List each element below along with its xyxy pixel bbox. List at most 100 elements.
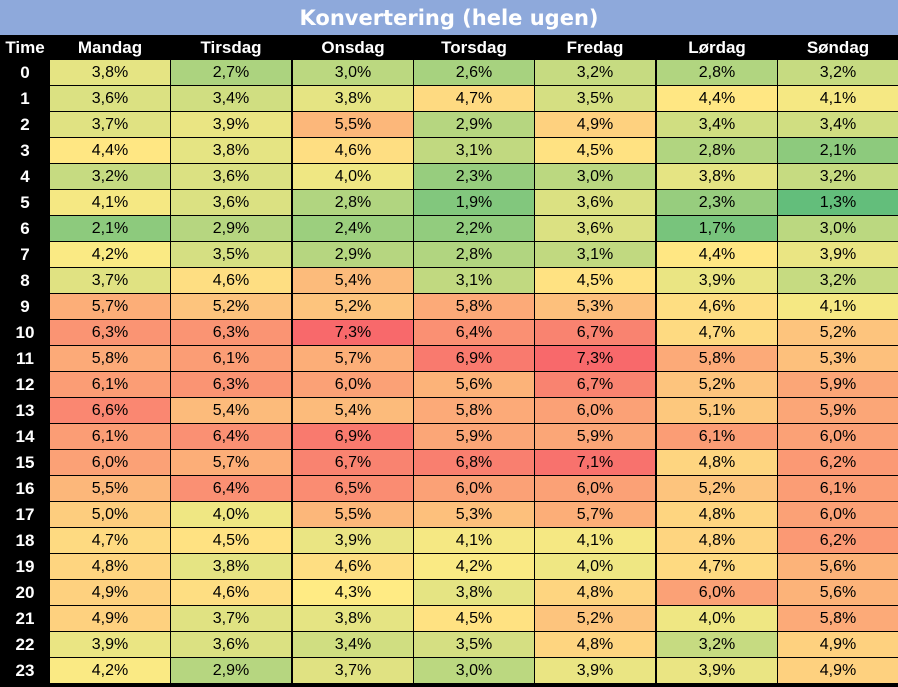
heatmap-cell: 3,9%	[657, 268, 777, 293]
heatmap-cell: 6,0%	[535, 476, 655, 501]
heatmap-cell: 5,7%	[293, 346, 413, 371]
column-header-row: Time Mandag Tirsdag Onsdag Torsdag Fredag Lørd…	[0, 35, 898, 60]
heatmap-cell: 6,2%	[778, 528, 898, 553]
heatmap-cell: 3,9%	[171, 112, 291, 137]
heatmap-cell: 7,1%	[535, 450, 655, 475]
heatmap-row: 15 6,0% 5,7% 6,7% 6,8% 7,1% 4,8% 6,2%	[0, 450, 898, 476]
heatmap-cell: 4,8%	[50, 554, 170, 579]
heatmap-cell: 5,2%	[293, 294, 413, 319]
heatmap-cell: 4,9%	[50, 580, 170, 605]
heatmap-cell: 6,7%	[535, 320, 655, 345]
heatmap-cell: 4,2%	[50, 658, 170, 683]
row-label-hour-11: 11	[0, 346, 50, 371]
heatmap-cell: 4,7%	[50, 528, 170, 553]
heatmap-cell: 3,0%	[535, 164, 655, 189]
heatmap-cell: 3,9%	[778, 242, 898, 267]
heatmap-cell: 2,9%	[293, 242, 413, 267]
heatmap-cell: 6,0%	[535, 398, 655, 423]
heatmap-cell: 6,0%	[778, 424, 898, 449]
heatmap-cell: 6,0%	[414, 476, 534, 501]
heatmap-cell: 5,8%	[414, 398, 534, 423]
heatmap-cell: 4,8%	[535, 632, 655, 657]
heatmap-row: 21 4,9% 3,7% 3,8% 4,5% 5,2% 4,0% 5,8%	[0, 606, 898, 632]
heatmap-row: 6 2,1% 2,9% 2,4% 2,2% 3,6% 1,7% 3,0%	[0, 216, 898, 242]
heatmap-row: 12 6,1% 6,3% 6,0% 5,6% 6,7% 5,2% 5,9%	[0, 372, 898, 398]
heatmap-cell: 3,1%	[414, 138, 534, 163]
heatmap-cell: 7,3%	[535, 346, 655, 371]
heatmap-cell: 4,9%	[778, 658, 898, 683]
heatmap-cell: 6,3%	[171, 372, 291, 397]
heatmap-cell: 4,6%	[293, 554, 413, 579]
heatmap-cell: 4,2%	[50, 242, 170, 267]
heatmap-cell: 2,1%	[778, 138, 898, 163]
row-label-hour-6: 6	[0, 216, 50, 241]
heatmap-cell: 4,1%	[50, 190, 170, 215]
heatmap-row: 23 4,2% 2,9% 3,7% 3,0% 3,9% 3,9% 4,9%	[0, 658, 898, 684]
heatmap-cell: 5,2%	[657, 372, 777, 397]
heatmap-cell: 3,5%	[414, 632, 534, 657]
heatmap-cell: 5,2%	[535, 606, 655, 631]
heatmap-cell: 4,8%	[657, 450, 777, 475]
heatmap-cell: 3,9%	[657, 658, 777, 683]
heatmap-cell: 4,6%	[293, 138, 413, 163]
heatmap-row: 0 3,8% 2,7% 3,0% 2,6% 3,2% 2,8% 3,2%	[0, 60, 898, 86]
row-label-hour-21: 21	[0, 606, 50, 631]
heatmap-cell: 4,8%	[535, 580, 655, 605]
heatmap-cell: 3,8%	[293, 86, 413, 111]
row-label-hour-9: 9	[0, 294, 50, 319]
heatmap-cell: 5,9%	[535, 424, 655, 449]
heatmap-cell: 5,4%	[293, 268, 413, 293]
column-header-1: Tirsdag	[200, 38, 262, 57]
heatmap-cell: 3,2%	[657, 632, 777, 657]
heatmap-cell: 3,8%	[293, 606, 413, 631]
heatmap-cell: 6,2%	[778, 450, 898, 475]
heatmap-cell: 3,8%	[414, 580, 534, 605]
heatmap-row: 18 4,7% 4,5% 3,9% 4,1% 4,1% 4,8% 6,2%	[0, 528, 898, 554]
column-header-5: Lørdag	[688, 38, 746, 57]
heatmap-cell: 3,0%	[778, 216, 898, 241]
heatmap-cell: 6,1%	[778, 476, 898, 501]
heatmap-cell: 4,9%	[50, 606, 170, 631]
heatmap-cell: 6,6%	[50, 398, 170, 423]
row-label-hour-15: 15	[0, 450, 50, 475]
heatmap-cell: 6,0%	[50, 450, 170, 475]
row-label-hour-14: 14	[0, 424, 50, 449]
heatmap-row: 9 5,7% 5,2% 5,2% 5,8% 5,3% 4,6% 4,1%	[0, 294, 898, 320]
heatmap-cell: 6,3%	[171, 320, 291, 345]
heatmap-cell: 5,2%	[657, 476, 777, 501]
heatmap-cell: 2,8%	[657, 60, 777, 85]
heatmap-row: 8 3,7% 4,6% 5,4% 3,1% 4,5% 3,9% 3,2%	[0, 268, 898, 294]
heatmap-row: 16 5,5% 6,4% 6,5% 6,0% 6,0% 5,2% 6,1%	[0, 476, 898, 502]
heatmap-row: 11 5,8% 6,1% 5,7% 6,9% 7,3% 5,8% 5,3%	[0, 346, 898, 372]
heatmap-row: 1 3,6% 3,4% 3,8% 4,7% 3,5% 4,4% 4,1%	[0, 86, 898, 112]
heatmap-cell: 5,3%	[535, 294, 655, 319]
heatmap-cell: 3,1%	[414, 268, 534, 293]
heatmap-cell: 4,5%	[171, 528, 291, 553]
heatmap-cell: 4,1%	[778, 86, 898, 111]
heatmap-cell: 3,4%	[171, 86, 291, 111]
heatmap-cell: 5,3%	[778, 346, 898, 371]
heatmap-cell: 4,8%	[657, 528, 777, 553]
heatmap-cell: 6,9%	[293, 424, 413, 449]
heatmap-cell: 3,0%	[293, 60, 413, 85]
heatmap-cell: 3,0%	[414, 658, 534, 683]
column-header-4: Fredag	[566, 38, 624, 57]
heatmap-cell: 2,8%	[657, 138, 777, 163]
row-label-hour-13: 13	[0, 398, 50, 423]
heatmap-cell: 6,1%	[50, 372, 170, 397]
heatmap-row: 14 6,1% 6,4% 6,9% 5,9% 5,9% 6,1% 6,0%	[0, 424, 898, 450]
heatmap-cell: 5,4%	[293, 398, 413, 423]
heatmap-cell: 4,0%	[535, 554, 655, 579]
heatmap-cell: 6,1%	[657, 424, 777, 449]
heatmap-cell: 5,9%	[778, 372, 898, 397]
heatmap-cell: 3,6%	[171, 632, 291, 657]
heatmap-cell: 6,1%	[50, 424, 170, 449]
heatmap-cell: 5,8%	[50, 346, 170, 371]
heatmap-cell: 3,2%	[778, 268, 898, 293]
heatmap-cell: 2,7%	[171, 60, 291, 85]
heatmap-cell: 6,7%	[535, 372, 655, 397]
heatmap-cell: 3,6%	[171, 190, 291, 215]
heatmap-row: 13 6,6% 5,4% 5,4% 5,8% 6,0% 5,1% 5,9%	[0, 398, 898, 424]
heatmap-cell: 3,1%	[535, 242, 655, 267]
heatmap-cell: 2,9%	[414, 112, 534, 137]
